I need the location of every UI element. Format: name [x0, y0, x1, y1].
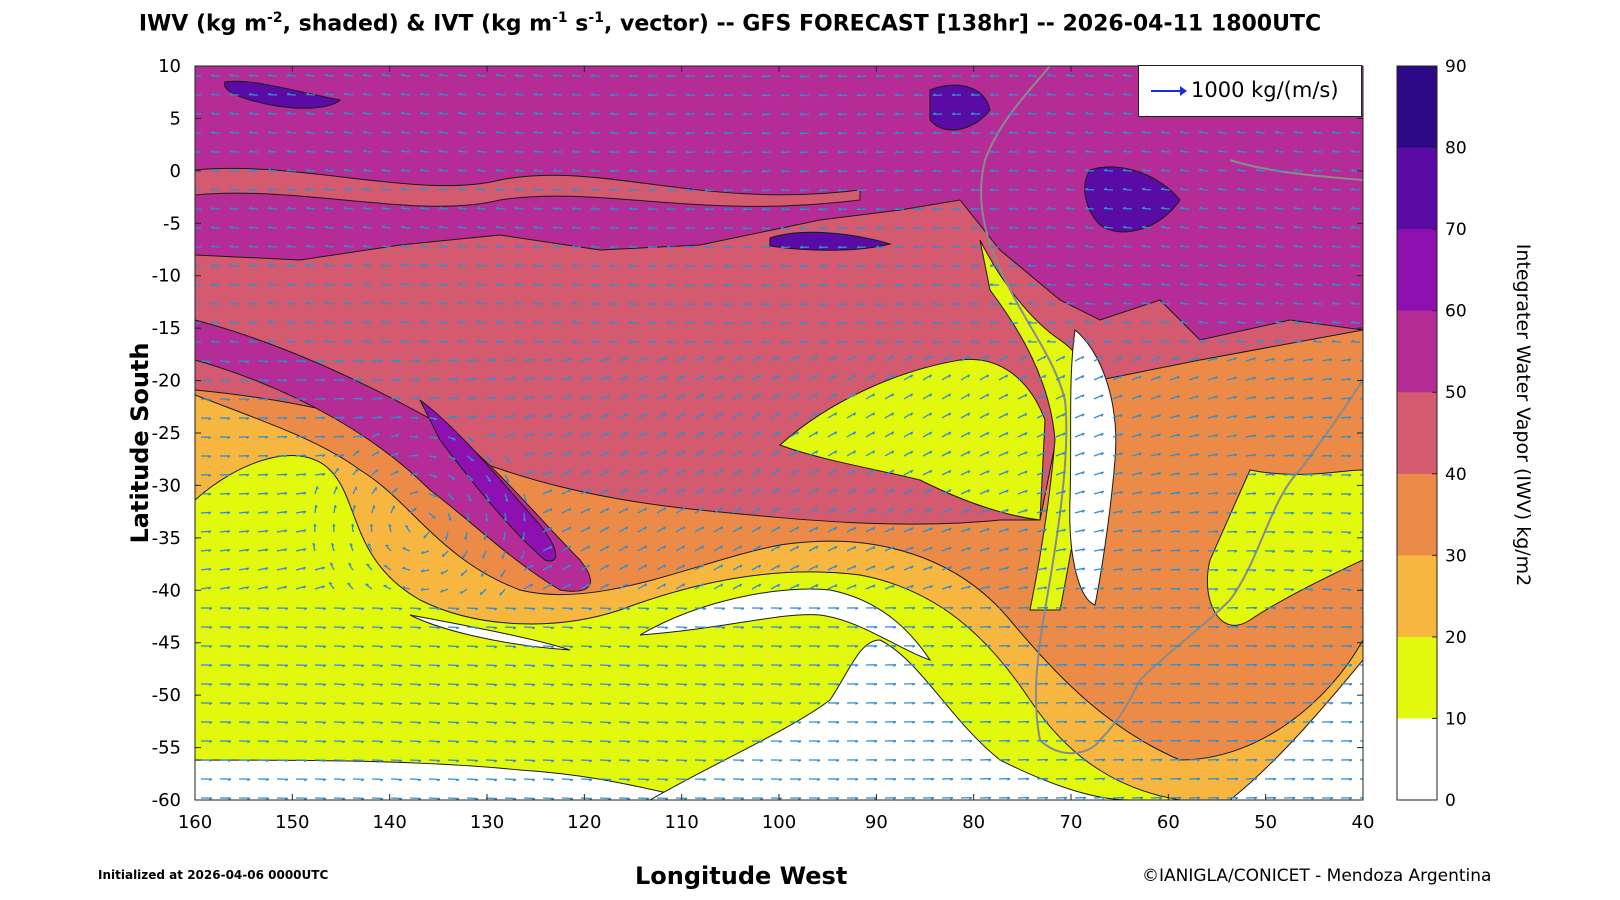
- figure-title: IWV (kg m-2, shaded) & IVT (kg m-1 s-1, …: [138, 10, 1322, 37]
- iwv-region-purple-2: [769, 231, 892, 251]
- y-tick-label: -35: [152, 528, 181, 549]
- colorbar-tick-label: 20: [1445, 628, 1467, 648]
- colorbar-segment: [1397, 147, 1437, 230]
- x-tick-label: 50: [1254, 812, 1277, 833]
- y-tick-label: -15: [152, 318, 181, 339]
- x-tick-label: 160: [178, 812, 212, 833]
- colorbar-segment: [1397, 229, 1437, 312]
- iwv-region-purple-3: [1084, 166, 1181, 233]
- colorbar-segment: [1397, 636, 1437, 719]
- x-axis-label: Longitude West: [635, 862, 848, 890]
- iwv-region-band: [195, 167, 861, 207]
- x-tick-label: 90: [865, 812, 888, 833]
- x-tick-label: 40: [1352, 812, 1375, 833]
- y-axis: 10 5 0 -5 -10 -15 -20 -25 -30 -35 -40 -45 -50 -55 -60: [152, 56, 1363, 811]
- vector-legend-arrow-icon: [1151, 86, 1187, 96]
- colorbar-tick-label: 0: [1445, 791, 1456, 811]
- x-tick-label: 150: [275, 812, 309, 833]
- colorbar-tick-label: 40: [1445, 465, 1467, 485]
- y-tick-label: -40: [152, 580, 181, 601]
- iwv-region-andes-dry: [979, 239, 1095, 611]
- coastline-north: [1229, 159, 1363, 181]
- iwv-region-dry-east-pacific: [639, 588, 932, 661]
- colorbar-segment: [1397, 392, 1437, 475]
- y-tick-label: -25: [152, 423, 181, 444]
- iwv-region-dry-polar: [195, 759, 701, 800]
- y-tick-label: -5: [163, 213, 181, 234]
- x-tick-label: 120: [567, 812, 601, 833]
- colorbar: 90 80 70 60 50 40 30 20 10 0: [1396, 57, 1467, 811]
- colorbar-label: Integrater Water Vapor (IWV) kg/m2: [1512, 243, 1534, 587]
- y-tick-label: 0: [170, 161, 181, 182]
- y-tick-label: -45: [152, 633, 181, 654]
- y-tick-label: -55: [152, 738, 181, 759]
- iwv-region-dry-south-atlantic: [648, 639, 1131, 800]
- iwv-region-10-20-atlantic: [1206, 469, 1363, 626]
- y-tick-label: 5: [170, 108, 181, 129]
- iwv-region-purple-1: [223, 80, 342, 109]
- y-tick-label: -60: [152, 790, 181, 811]
- x-axis: 160 150 140 130 120 110 100 90 80 70 60 50 40: [178, 66, 1375, 833]
- y-tick-label: -20: [152, 371, 181, 392]
- y-tick-label: -30: [152, 475, 181, 496]
- y-tick-label: -50: [152, 685, 181, 706]
- initialized-note: Initialized at 2026-04-06 0000UTC: [98, 868, 329, 882]
- x-tick-label: 70: [1060, 812, 1083, 833]
- colorbar-segment: [1397, 473, 1437, 556]
- y-tick-label: 10: [158, 56, 181, 77]
- colorbar-segment: [1397, 718, 1437, 801]
- x-tick-label: 130: [470, 812, 504, 833]
- colorbar-segment: [1397, 310, 1437, 393]
- colorbar-tick-label: 10: [1445, 709, 1467, 729]
- colorbar-tick-label: 50: [1445, 383, 1467, 403]
- vector-legend: 1000 kg/(m/s): [1138, 65, 1362, 117]
- x-tick-label: 110: [664, 812, 698, 833]
- x-tick-label: 100: [762, 812, 796, 833]
- colorbar-tick-label: 70: [1445, 220, 1467, 240]
- y-tick-label: -10: [152, 266, 181, 287]
- colorbar-tick-label: 60: [1445, 302, 1467, 322]
- x-tick-label: 80: [962, 812, 985, 833]
- credit-note: ©IANIGLA/CONICET - Mendoza Argentina: [1142, 866, 1492, 886]
- colorbar-tick-label: 80: [1445, 139, 1467, 159]
- colorbar-segment: [1397, 555, 1437, 638]
- iwv-region-dry-altiplano: [1069, 329, 1117, 606]
- iwv-region-10-20-pacific: [779, 358, 1046, 521]
- vector-legend-label: 1000 kg/(m/s): [1191, 78, 1339, 102]
- colorbar-tick-label: 90: [1445, 57, 1467, 77]
- x-tick-label: 140: [372, 812, 406, 833]
- colorbar-tick-label: 30: [1445, 546, 1467, 566]
- iwv-region-purple-4: [929, 84, 991, 131]
- x-tick-label: 60: [1157, 812, 1180, 833]
- colorbar-segment: [1397, 66, 1437, 149]
- y-axis-label: Latitude South: [126, 342, 154, 544]
